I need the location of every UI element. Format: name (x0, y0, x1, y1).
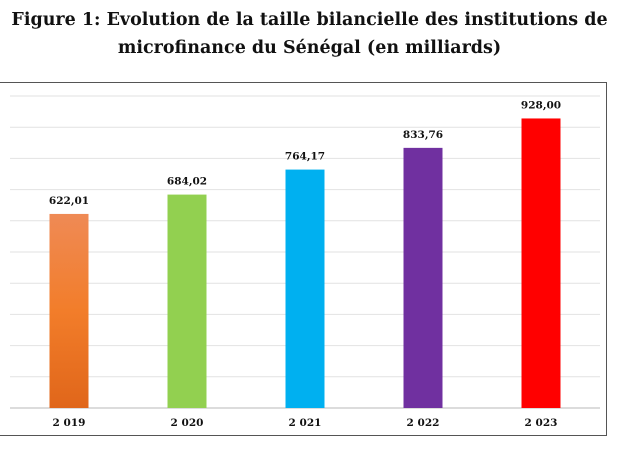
chart-title-line-2: microfinance du Sénégal (en milliards) (117, 38, 502, 58)
x-tick-label: 2 022 (407, 417, 440, 429)
x-tick-label: 2 021 (289, 417, 322, 429)
data-label: 928,00 (521, 99, 561, 111)
x-tick-label: 2 023 (525, 417, 558, 429)
bar-2022 (403, 147, 443, 408)
bar-2021 (285, 169, 325, 408)
data-label: 764,17 (285, 151, 325, 163)
data-label: 684,02 (167, 176, 207, 188)
bar-2020 (167, 194, 207, 408)
bar-2019 (49, 213, 89, 408)
data-label: 622,01 (49, 195, 89, 207)
x-tick-label: 2 019 (53, 417, 86, 429)
x-tick-label: 2 020 (171, 417, 204, 429)
chart-title-line-1: Figure 1: Evolution de la taille bilanci… (11, 10, 608, 30)
chart-frame (0, 82, 607, 436)
data-label: 833,76 (403, 129, 443, 141)
bar-2023 (521, 118, 561, 409)
